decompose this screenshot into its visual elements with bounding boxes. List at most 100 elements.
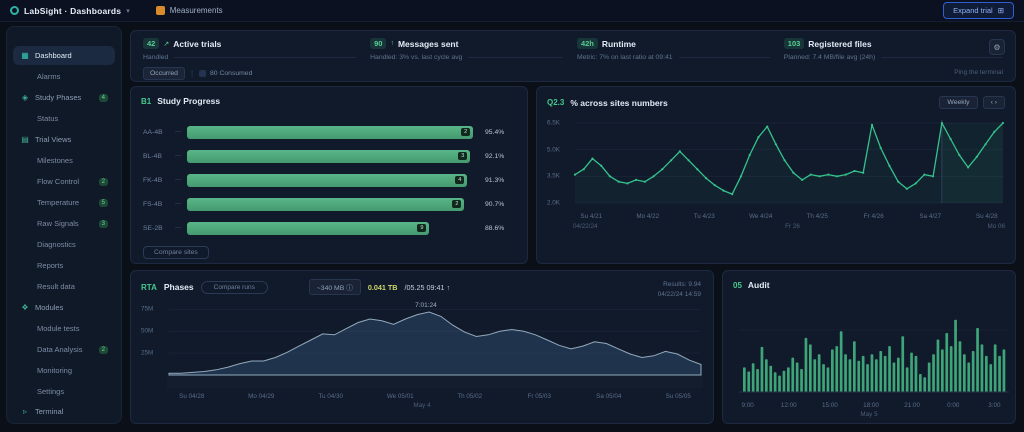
compare-sites-button[interactable]: Compare sites	[143, 246, 209, 259]
dashboard-icon: ▦	[21, 51, 29, 60]
audit-plot[interactable]	[733, 296, 1009, 400]
sidebar-item-dashboard[interactable]: ▦ Dashboard	[13, 46, 115, 65]
sidebar-item-study-phases[interactable]: ◈ Study Phases 4	[13, 88, 115, 107]
sidebar-item-monitoring[interactable]: Monitoring	[13, 361, 115, 380]
modules-icon: ❖	[21, 303, 29, 312]
progress-row-value: 92.1%	[485, 152, 505, 160]
sites-trend-controls: Weekly ‹ ›	[939, 96, 1005, 109]
workspace-label: Measurements	[169, 6, 223, 15]
progress-row-label: AA-4B	[143, 128, 163, 136]
x-axis-label: Su 4/28	[975, 213, 998, 220]
compare-runs-pill-button[interactable]: Compare runs	[200, 280, 268, 294]
progress-bar-fill[interactable]: 2	[187, 125, 474, 139]
x-axis-label: Mo 04/29	[248, 393, 275, 400]
sidebar-item-raw-signals[interactable]: Raw Signals 3	[13, 214, 115, 233]
progress-bar-end-badge: 9	[417, 224, 427, 232]
study-progress-header: B1 Study Progress	[131, 87, 527, 110]
progress-bar-track: 9	[187, 221, 479, 235]
stat-badge: 42h	[576, 38, 598, 49]
volume-chip[interactable]: ~340 MB ⓘ	[308, 279, 361, 295]
progress-bar-fill[interactable]: 9	[187, 221, 430, 235]
sidebar-item-label: Data Analysis	[37, 345, 83, 354]
expand-trial-label: Expand trial	[953, 6, 993, 15]
sidebar-item-result-data[interactable]: Result data	[13, 277, 115, 296]
range-weekly-button[interactable]: Weekly	[939, 96, 978, 109]
progress-row-label: FS-4B	[143, 200, 163, 208]
stat-subtitle: Planned: 7.4 MB/file avg (24h)	[784, 54, 1003, 61]
x-axis-label: We 4/24	[749, 213, 773, 220]
workspace-switcher[interactable]: Measurements	[155, 6, 223, 15]
stat-title: Registered files	[808, 38, 872, 49]
sidebar: ▦ Dashboard Alarms ◈ Study Phases 4 Status ▤ Tri…	[6, 26, 122, 424]
progress-bar-track: 4	[187, 173, 479, 187]
sites-trend-x-axis: Su 4/21 Mo 4/22 Tu 4/23 We 4/24 Th 4/25 Fr 4/…	[563, 213, 1015, 220]
volume-value: 0.041 TB	[367, 282, 398, 292]
sidebar-item-badge: 4	[98, 93, 108, 102]
progress-bar-fill[interactable]: 3	[187, 149, 471, 163]
sidebar-item-milestones[interactable]: Milestones	[13, 151, 115, 170]
sites-trend-svg[interactable]	[573, 115, 1007, 211]
progress-bar-track: 2	[187, 125, 479, 139]
sidebar-item-temperature[interactable]: Temperature 5	[13, 193, 115, 212]
progress-bar-end-badge: 3	[458, 152, 468, 160]
progress-bar-end-badge: 2	[461, 128, 471, 136]
audit-badge: 05	[733, 280, 742, 290]
x-axis-label: Sa 05/04	[596, 393, 622, 400]
sidebar-item-status[interactable]: Status	[13, 109, 115, 128]
gear-icon: ⚙	[993, 42, 1001, 52]
stat-subtitle: Handled: 3% vs. last cycle avg	[370, 54, 563, 61]
x-axis-label: Tu 4/23	[693, 213, 715, 220]
audit-x-axis: 9:00 12:00 15:00 18:00 21:00 0:00 3:00	[727, 402, 1015, 409]
sidebar-item-label: Status	[37, 114, 59, 123]
progress-bar-list: AA-4B — 2 95.4% BL-4B — 3 92.1% FK-4B — 4 91.3% FS-4…	[131, 110, 527, 240]
workspace-icon	[155, 6, 165, 15]
x-axis-label: Sa 4/27	[919, 213, 942, 220]
topbar: LabSight · Dashboards ▾ Measurements Exp…	[0, 0, 1024, 22]
progress-bar-track: 3	[187, 149, 479, 163]
phases-plot[interactable]: 75M 50M 25M 7:01:24	[141, 299, 703, 391]
audit-header: 05 Audit	[723, 271, 1015, 294]
app-logo[interactable]: LabSight · Dashboards ▾	[10, 6, 130, 16]
expand-trial-button[interactable]: Expand trial ⊞	[943, 2, 1014, 19]
x-axis-label: Su 04/28	[179, 393, 205, 400]
sidebar-item-module-tests[interactable]: Module tests	[13, 319, 115, 338]
stat-title: Active trials	[173, 38, 222, 49]
progress-bar-fill[interactable]: 4	[187, 173, 468, 187]
prev-next-pager[interactable]: ‹ ›	[982, 96, 1005, 109]
stat-chip-consumed[interactable]: 80 Consumed	[199, 70, 252, 77]
stats-settings-button[interactable]: ⚙	[989, 39, 1005, 55]
sidebar-item-label: Module tests	[37, 324, 80, 333]
stat-subtitle: Metric: 7% on last ratio at 09:41	[577, 54, 770, 61]
stat-chip-consumed-label: 80 Consumed	[210, 70, 253, 77]
sidebar-item-modules[interactable]: ❖ Modules	[13, 298, 115, 317]
progress-row-value: 90.7%	[485, 200, 505, 208]
progress-bar-fill[interactable]: 2	[187, 197, 465, 211]
progress-bar-end-badge: 4	[455, 176, 465, 184]
audit-svg[interactable]	[737, 296, 1013, 400]
axis-range-center: Fr 26	[785, 223, 800, 230]
phases-meta-timestamp: 04/22/24 14:59	[657, 290, 701, 298]
sites-trend-plot[interactable]: 6.5K 5.0K 3.5K 2.0K	[547, 115, 1005, 211]
sidebar-item-reports[interactable]: Reports	[13, 256, 115, 275]
sidebar-item-terminal[interactable]: ▹ Terminal	[13, 402, 115, 421]
stat-subtitle-text: Planned: 7.4 MB/file avg (24h)	[783, 54, 876, 61]
axis-range-end: Mo 06	[987, 223, 1005, 230]
sidebar-item-flow-control[interactable]: Flow Control 2	[13, 172, 115, 191]
sidebar-item-settings[interactable]: Settings	[13, 382, 115, 401]
phases-svg[interactable]: 7:01:24	[167, 299, 703, 391]
sidebar-item-diagnostics[interactable]: Diagnostics	[13, 235, 115, 254]
sidebar-item-label: Dashboard	[35, 51, 72, 60]
views-icon: ▤	[21, 135, 29, 144]
sidebar-item-data-analysis[interactable]: Data Analysis 2	[13, 340, 115, 359]
sidebar-item-trial-views[interactable]: ▤ Trial Views	[13, 130, 115, 149]
stat-chip-occurred[interactable]: Occurred	[143, 67, 185, 80]
chevron-right-icon[interactable]: ›	[994, 99, 997, 106]
phases-y-axis: 75M 50M 25M	[141, 299, 165, 391]
phases-x-axis: Su 04/28 Mo 04/29 Tu 04/30 We 05/01 Th 05/02…	[157, 393, 713, 400]
sidebar-item-alarms[interactable]: Alarms	[13, 67, 115, 86]
sidebar-item-label: Trial Views	[35, 135, 72, 144]
sidebar-item-label: Temperature	[37, 198, 80, 207]
stat-card: 90 ↑ Messages sent Handled: 3% vs. last cyc…	[370, 38, 563, 80]
chevron-left-icon[interactable]: ‹	[990, 99, 993, 106]
sites-trend-header: Q2.3 % across sites numbers Weekly ‹ ›	[537, 87, 1015, 113]
